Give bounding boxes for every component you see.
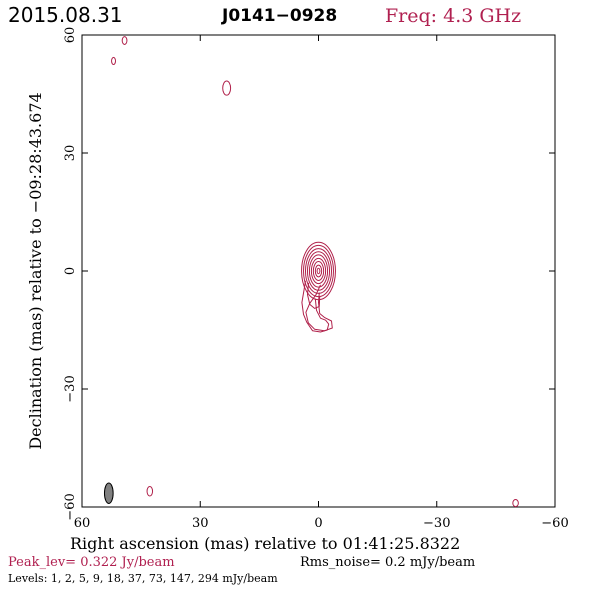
- isolated-component-2: [222, 80, 232, 96]
- plot-frame: [81, 34, 556, 508]
- y-axis-label: Declination (mas) relative to −09:28:43.…: [26, 92, 45, 449]
- jet-contour-0: [301, 280, 330, 333]
- contour-layer: [111, 36, 519, 508]
- core-contour-37: [310, 257, 327, 285]
- y-tick-label-2: 0: [63, 267, 78, 275]
- core-contour-147: [314, 264, 323, 278]
- y-tick-labels: −60 −30 0 30 60: [63, 27, 78, 521]
- y-tick-label-4: 60: [63, 27, 78, 44]
- isolated-component-3: [146, 486, 154, 497]
- isolated-component-4: [512, 499, 519, 508]
- frequency-label: Freq: 4.3 GHz: [385, 5, 521, 27]
- source-name: J0141−0928: [221, 6, 337, 26]
- x-tick-label-0: 60: [74, 516, 91, 531]
- jet-contour-2: [305, 284, 333, 332]
- jet-contour-1: [307, 282, 321, 309]
- rms-noise: Rms_noise= 0.2 mJy/beam: [300, 555, 475, 570]
- y-tick-label-3: 30: [63, 145, 78, 162]
- y-tick-label-1: −30: [63, 375, 78, 402]
- x-tick-labels: 60 30 0 −30 −60: [74, 516, 569, 531]
- axis-ticks: [81, 34, 556, 508]
- beam-ellipse: [103, 482, 114, 504]
- x-tick-label-2: 0: [314, 516, 322, 531]
- core-contour-73: [312, 261, 325, 281]
- core-contour-1: [301, 241, 336, 301]
- core-contour-294: [316, 267, 321, 275]
- y-tick-label-0: −60: [63, 493, 78, 520]
- isolated-component-1: [111, 56, 117, 65]
- x-tick-label-1: 30: [192, 516, 209, 531]
- contour-levels: Levels: 1, 2, 5, 9, 18, 37, 73, 147, 294…: [8, 572, 278, 585]
- core-contour-9: [306, 251, 331, 291]
- core-contour-18: [308, 254, 329, 288]
- core-contour-5: [304, 248, 333, 294]
- x-tick-label-4: −60: [541, 516, 568, 531]
- observation-date: 2015.08.31: [8, 3, 123, 27]
- x-axis-label: Right ascension (mas) relative to 01:41:…: [70, 534, 460, 553]
- isolated-component-0: [121, 36, 128, 45]
- beam-shape: [103, 482, 114, 504]
- peak-level: Peak_lev= 0.322 Jy/beam: [8, 555, 175, 570]
- x-tick-label-3: −30: [423, 516, 450, 531]
